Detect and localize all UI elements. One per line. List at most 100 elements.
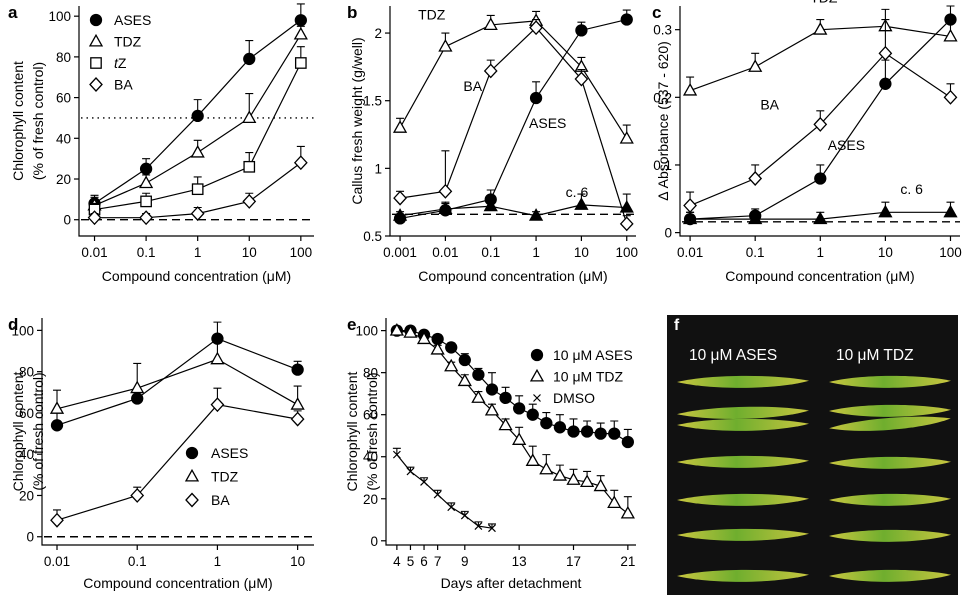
x-tick-label-b: 0.1	[481, 245, 500, 260]
series-label-b: ASES	[529, 115, 566, 131]
data-point-c	[748, 211, 763, 225]
x-tick-label-d: 10	[290, 554, 305, 569]
x-tick-label-c: 0.01	[677, 245, 703, 260]
error-bar-e	[392, 447, 401, 455]
x-axis-label-d: Compound concentration (μM)	[83, 575, 272, 591]
y-tick-label-d: 20	[19, 488, 34, 503]
legend-label-a: tZ	[114, 55, 127, 71]
series-a-3	[87, 145, 308, 226]
y-tick-label-b: 1.5	[363, 94, 382, 109]
data-point-a	[294, 14, 307, 27]
data-point-b	[620, 13, 633, 26]
data-point-a	[293, 26, 308, 40]
data-point-c	[813, 116, 828, 132]
data-point-e	[539, 461, 554, 475]
data-point-e	[499, 391, 512, 405]
data-point-e	[620, 505, 635, 519]
y-tick-label-d: 60	[19, 406, 34, 421]
y-tick-label-a: 60	[56, 91, 71, 106]
panel-letter-c: c	[652, 3, 661, 22]
y-axis-label-d: Chlorophyll content	[10, 371, 26, 491]
leaf-images	[677, 375, 951, 582]
leaf-tdz	[829, 375, 951, 388]
y-tick-label-e: 20	[363, 492, 378, 507]
y-axis-label-d: (% of fresh control)	[30, 372, 46, 490]
y-tick-label-a: 100	[48, 9, 71, 24]
leaf-ases	[677, 569, 809, 582]
series-d-2	[50, 387, 305, 528]
y-axis-label-c: Δ Absorbance (537 - 620)	[655, 41, 671, 201]
x-tick-label-d: 0.01	[44, 554, 70, 569]
data-point-d	[210, 397, 225, 413]
chart-panel-e: e 4 5 6 7 9 13 17 21 0 20 40 60 80 100 Days after detac…	[344, 315, 636, 591]
data-point-b	[528, 208, 544, 221]
data-point-d	[131, 392, 144, 405]
data-point-c	[879, 77, 892, 90]
x-tick-label-a: 0.01	[81, 245, 107, 260]
data-point-b	[392, 208, 408, 221]
legend-marker-e	[533, 394, 541, 402]
legend-label-e: 10 μM TDZ	[553, 369, 623, 385]
data-point-e	[498, 417, 513, 431]
data-point-b	[574, 197, 589, 210]
series-c-3	[682, 201, 958, 225]
legend-marker-a	[90, 57, 102, 69]
data-point-e	[484, 402, 500, 416]
x-tick-label-b: 0.01	[432, 245, 458, 260]
x-tick-label-a: 0.1	[137, 245, 156, 260]
x-tick-label-e: 4	[393, 554, 401, 569]
data-point-a	[139, 210, 153, 226]
data-point-d	[291, 363, 304, 376]
y-tick-label-e: 100	[355, 324, 378, 339]
y-tick-label-c: 0.3	[653, 23, 672, 38]
data-point-e	[552, 468, 568, 481]
data-point-d	[290, 397, 305, 410]
series-label-b: BA	[463, 78, 482, 94]
legend-marker-d	[185, 446, 199, 460]
data-point-e	[474, 522, 483, 531]
y-tick-label-e: 0	[370, 534, 378, 549]
x-tick-label-c: 0.1	[746, 245, 765, 260]
x-tick-label-c: 100	[939, 245, 962, 260]
x-tick-label-c: 1	[817, 245, 825, 260]
x-tick-label-d: 1	[214, 554, 222, 569]
data-point-e	[389, 322, 404, 336]
x-tick-label-a: 10	[242, 245, 257, 260]
data-point-a	[87, 210, 102, 226]
series-label-c: BA	[760, 97, 779, 113]
data-point-a	[294, 57, 307, 69]
data-point-e	[460, 511, 469, 520]
data-point-d	[50, 512, 64, 528]
leaf-ases	[677, 493, 809, 506]
x-axis-label-a: Compound concentration (μM)	[102, 268, 291, 284]
data-point-e	[458, 353, 471, 367]
data-point-b	[392, 120, 408, 133]
x-tick-label-e: 13	[512, 554, 527, 569]
series-label-b: TDZ	[418, 7, 446, 23]
leaf-ases	[677, 455, 809, 468]
y-tick-label-e: 80	[363, 366, 378, 381]
data-point-a	[190, 206, 205, 222]
data-point-e	[447, 503, 456, 512]
series-e-2	[392, 447, 496, 533]
data-point-b	[483, 17, 498, 30]
leaf-tdz	[829, 456, 951, 469]
y-tick-label-e: 60	[363, 408, 378, 423]
data-point-e	[621, 435, 634, 449]
x-tick-label-d: 0.1	[128, 554, 147, 569]
x-axis-label-b: Compound concentration (μM)	[418, 268, 607, 284]
chart-panel-a: a 0.01 0.1 1 10 100 0 20 40 60 80 100 Compound conce…	[8, 3, 314, 284]
data-point-e	[457, 373, 472, 387]
x-tick-label-b: 100	[615, 245, 638, 260]
data-point-e	[471, 390, 486, 403]
y-tick-label-e: 40	[363, 450, 378, 465]
data-point-a	[140, 195, 152, 208]
leaf-tdz	[829, 569, 951, 582]
data-point-c	[748, 171, 763, 186]
data-point-e	[512, 432, 527, 445]
data-point-a	[139, 162, 153, 175]
photo-label-tdz: 10 μM TDZ	[836, 347, 914, 364]
